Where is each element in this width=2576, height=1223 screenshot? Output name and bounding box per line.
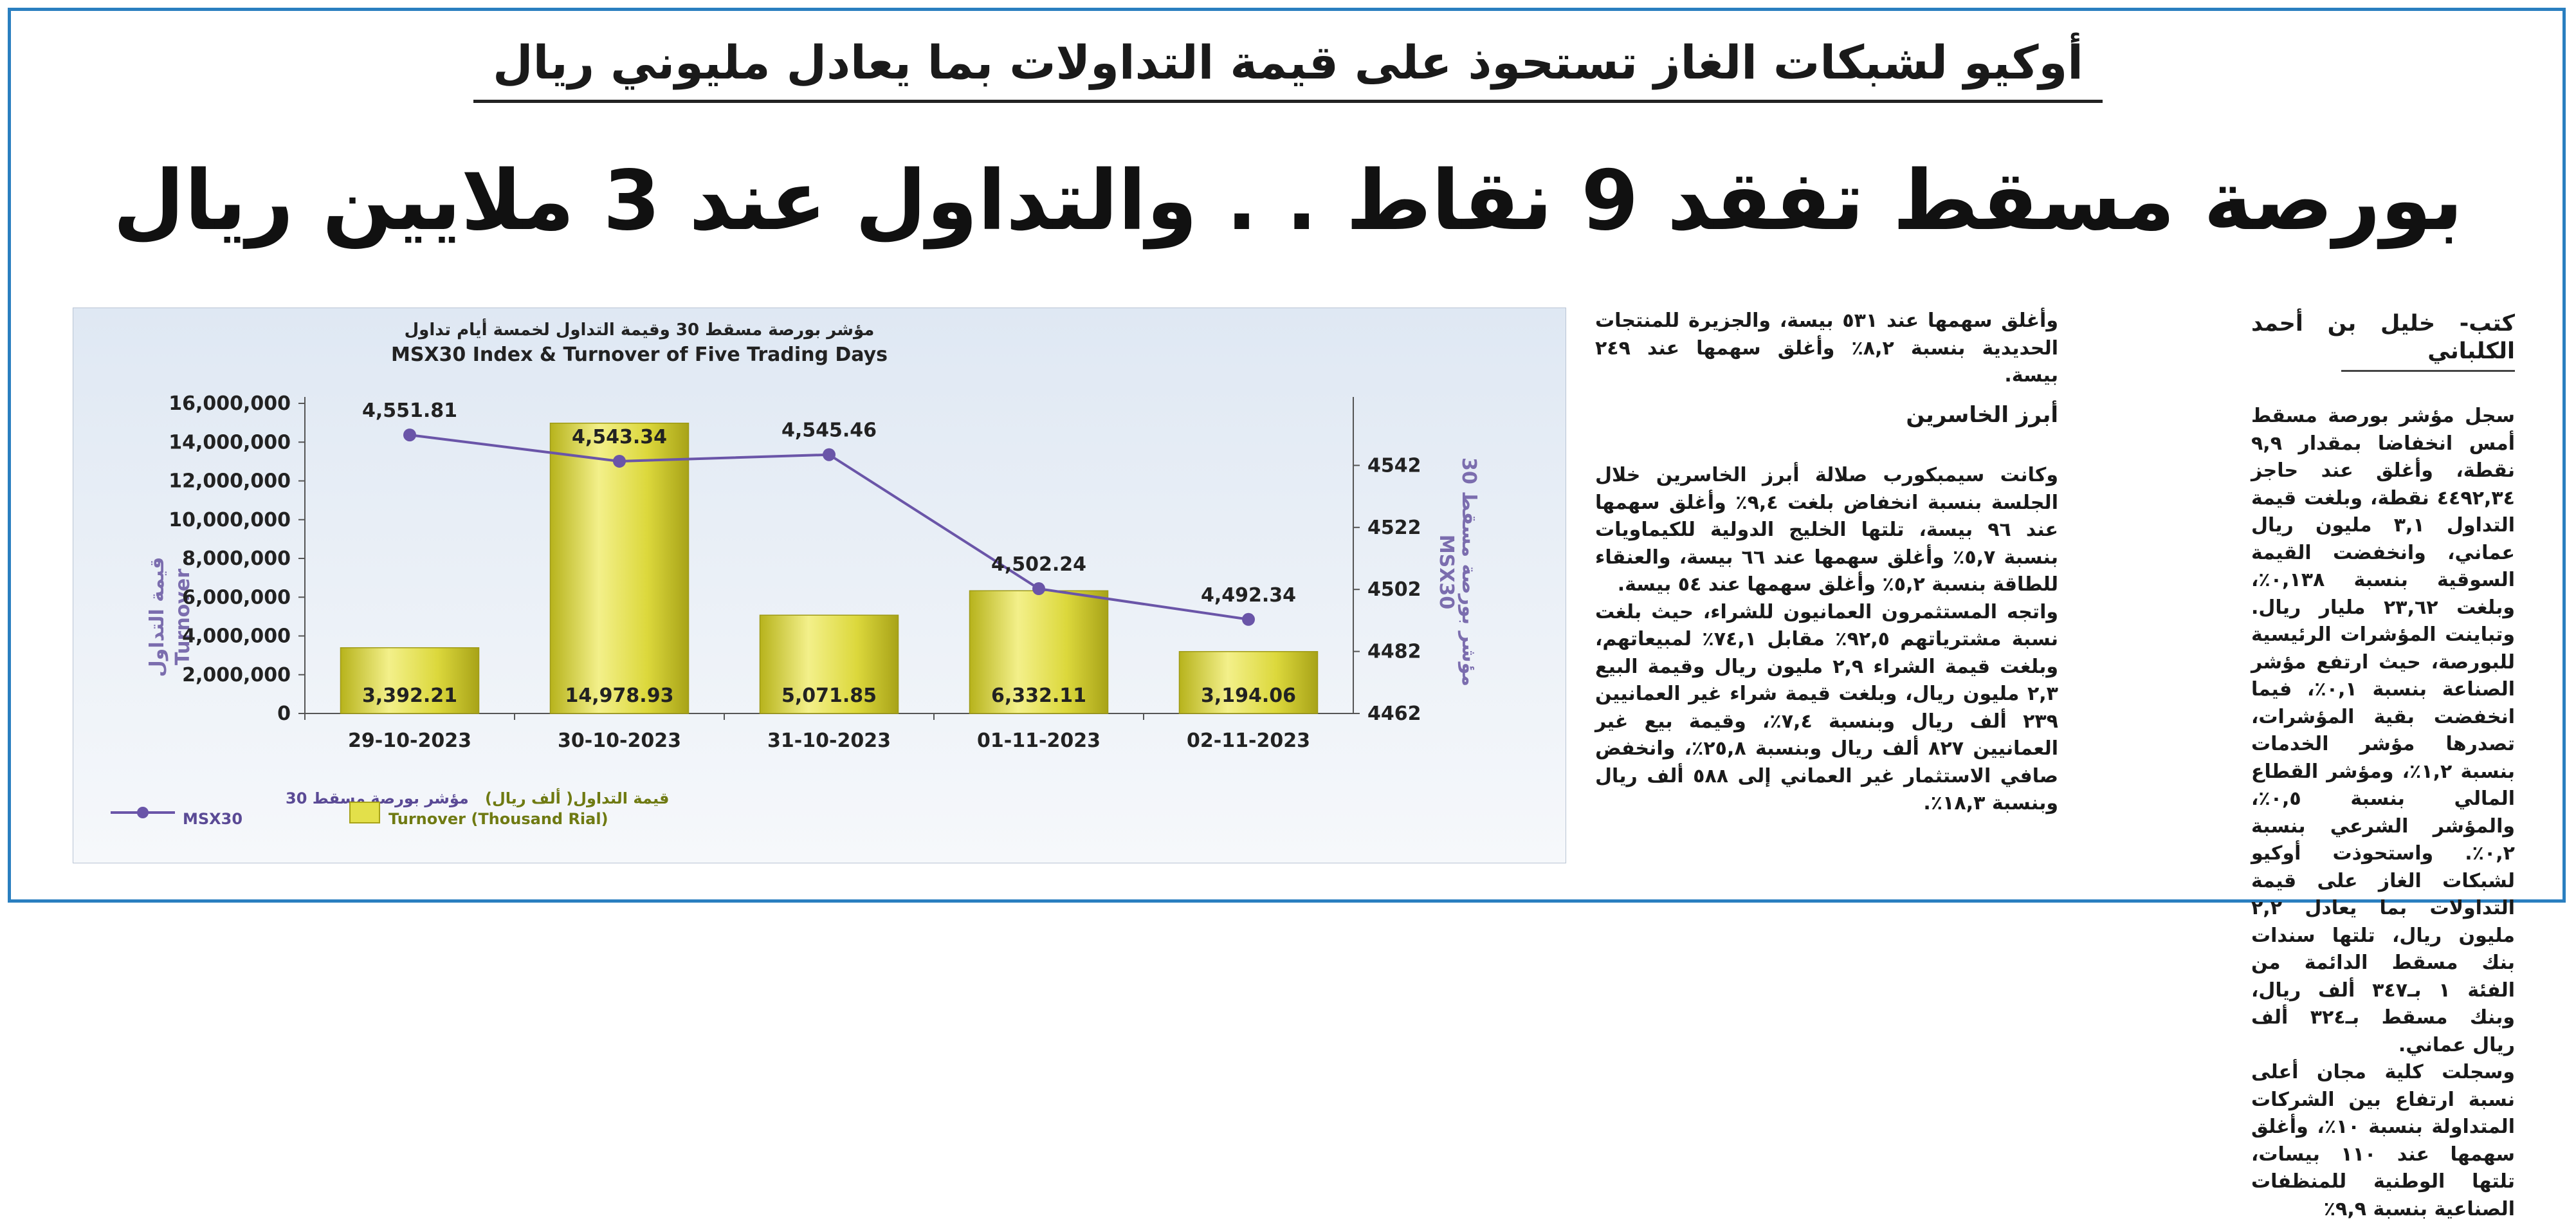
- legend-line-label-en: MSX30: [183, 810, 242, 828]
- right-tick-label: 4542: [1367, 454, 1421, 477]
- left-axis-label-en: Turnover: [172, 569, 194, 665]
- right-tick-label: 4522: [1367, 517, 1421, 539]
- article-frame: [8, 8, 2566, 903]
- left-tick-label: 6,000,000: [182, 586, 291, 609]
- paragraph: وكانت سيمبكورب صلالة أبرز الخاسرين خلال …: [1595, 464, 2059, 596]
- paragraph: وسجلت كلية مجان أعلى نسبة ارتفاع بين الش…: [2251, 1061, 2515, 1220]
- byline: كتب- خليل بن أحمد الكلباني: [2251, 311, 2515, 364]
- right-axis-label-ar: مؤشر بورصة مسقط 30: [1457, 457, 1480, 686]
- legend-bar-label-en: Turnover (Thousand Rial): [388, 810, 608, 828]
- kicker-headline: أوكيو لشبكات الغاز تستحوذ على قيمة التدا…: [0, 35, 2576, 103]
- legend-bar-label-ar: قيمة التداول( ألف ريال): [485, 788, 670, 807]
- msx30-point-label: 4,502.24: [991, 553, 1086, 576]
- column-right: كتب- خليل بن أحمد الكلباني سجل مؤشر بورص…: [2251, 310, 2515, 1223]
- left-tick-label: 14,000,000: [169, 431, 291, 454]
- turnover-bar-label: 14,978.93: [565, 685, 674, 707]
- turnover-bar: [549, 423, 690, 714]
- legend-dot-swatch: [137, 807, 149, 818]
- right-tick-label: 4482: [1367, 641, 1421, 663]
- chart-title: مؤشر بورصة مسقط 30 وقيمة التداول لخمسة أ…: [405, 318, 875, 340]
- paragraph: وأغلق سهمها عند ٥٣١ بيسة، والجزيرة للمنت…: [1595, 309, 2058, 387]
- x-tick-label: 02-11-2023: [1187, 730, 1310, 752]
- turnover-bar-label: 5,071.85: [781, 685, 877, 707]
- x-tick-label: 29-10-2023: [348, 730, 471, 752]
- msx30-line: [409, 434, 1249, 621]
- msx30-point: [1242, 612, 1255, 626]
- turnover-bar: [759, 614, 899, 714]
- turnover-bar-label: 3,392.21: [362, 685, 457, 707]
- turnover-bar: [969, 590, 1109, 714]
- left-tick-label: 8,000,000: [182, 547, 291, 570]
- right-tick-label: 4462: [1367, 703, 1421, 725]
- column-middle: وأغلق سهمها عند ٥٣١ بيسة، والجزيرة للمنت…: [1595, 308, 2058, 818]
- msx30-point: [403, 428, 416, 442]
- msx30-point: [613, 454, 626, 468]
- msx30-point-label: 4,551.81: [362, 400, 457, 422]
- chart-svg: مؤشر بورصة مسقط 30 وقيمة التداول لخمسة أ…: [111, 318, 1480, 828]
- x-tick-label: 30-10-2023: [558, 730, 681, 752]
- turnover-bar-label: 6,332.11: [991, 685, 1086, 707]
- left-tick-label: 0: [277, 703, 291, 725]
- msx30-point-label: 4,543.34: [572, 426, 667, 448]
- x-tick-label: 01-11-2023: [977, 730, 1101, 752]
- kicker-text: أوكيو لشبكات الغاز تستحوذ على قيمة التدا…: [473, 35, 2103, 103]
- subhead: أبرز الخاسرين: [1906, 401, 2058, 428]
- msx30-point: [823, 448, 836, 461]
- left-tick-label: 4,000,000: [182, 625, 291, 648]
- right-tick-label: 4502: [1367, 578, 1421, 601]
- left-tick-label: 12,000,000: [169, 470, 291, 493]
- right-axis-label-en: MSX30: [1435, 535, 1457, 609]
- chart-legend: مؤشر بورصة مسقط 30 MSX30 قيمة التداول( أ…: [111, 788, 670, 828]
- turnover-bar: [1178, 651, 1319, 714]
- x-tick-label: 31-10-2023: [767, 730, 891, 752]
- left-axis-label-ar: قيمة التداول: [146, 557, 169, 677]
- paragraph: سجل مؤشر بورصة مسقط أمس انخفاضا بمقدار ٩…: [2251, 405, 2516, 1056]
- chart-subtitle: MSX30 Index & Turnover of Five Trading D…: [391, 344, 888, 366]
- paragraph: واتجه المستثمرون العمانيون للشراء، حيث ب…: [1595, 600, 2058, 815]
- msx30-point-label: 4,545.46: [781, 419, 877, 442]
- main-headline: بورصة مسقط تفقد 9 نقاط . . والتداول عند …: [113, 153, 2463, 249]
- msx30-point-label: 4,492.34: [1201, 584, 1296, 607]
- turnover-bar: [340, 647, 480, 714]
- chart: مؤشر بورصة مسقط 30 وقيمة التداول لخمسة أ…: [73, 308, 1566, 863]
- left-tick-label: 10,000,000: [169, 509, 291, 531]
- turnover-bar-label: 3,194.06: [1201, 685, 1296, 707]
- left-tick-label: 16,000,000: [169, 392, 291, 415]
- left-tick-label: 2,000,000: [182, 664, 291, 686]
- legend-bar-swatch: [349, 802, 380, 823]
- msx30-point: [1032, 582, 1045, 596]
- byline-rule: [2341, 370, 2515, 372]
